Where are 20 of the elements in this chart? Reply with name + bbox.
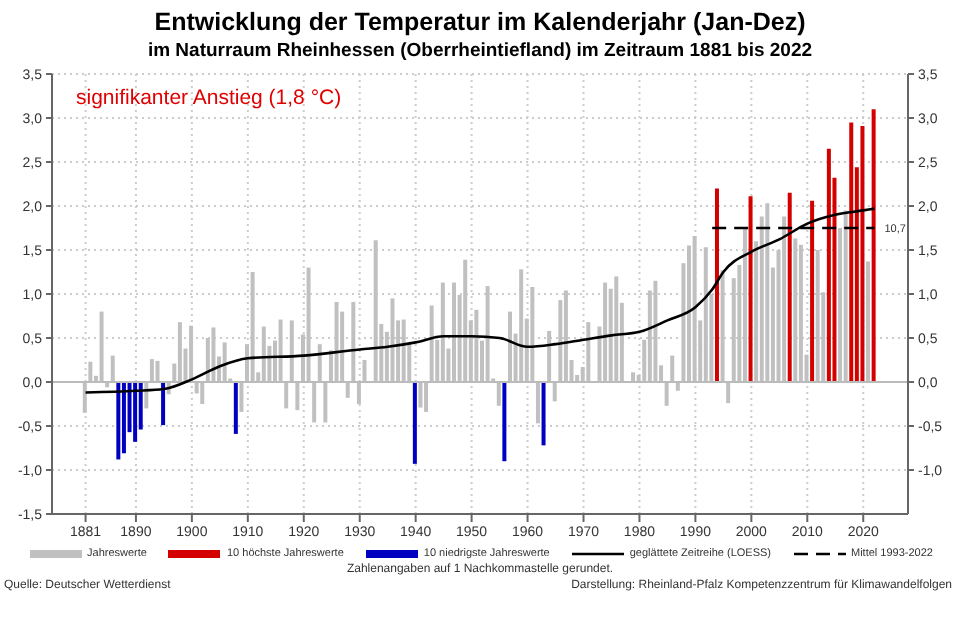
chart-subtitle: im Naturraum Rheinhessen (Oberrheintiefland) im Zeitraum 1881 bis 2022: [145, 40, 815, 62]
bar: [133, 382, 138, 442]
bar: [748, 196, 753, 382]
bar: [787, 192, 792, 382]
bar: [826, 148, 831, 382]
bar: [161, 382, 166, 426]
bar: [849, 122, 854, 382]
line-series: [84, 207, 876, 394]
bar: [121, 382, 126, 454]
bar: [860, 125, 865, 382]
bar: [412, 382, 417, 464]
chart-title: Entwicklung der Temperatur im Kalenderjahr (Jan-Dez): [152, 8, 808, 36]
bar: [871, 109, 876, 382]
annotation: signifikanter Anstieg (1,8 °C): [76, 86, 342, 110]
bar: [541, 382, 546, 446]
bar: [116, 382, 121, 460]
bar: [502, 382, 507, 462]
bar: [810, 200, 815, 382]
bar: [714, 188, 719, 382]
bar: [233, 382, 238, 434]
